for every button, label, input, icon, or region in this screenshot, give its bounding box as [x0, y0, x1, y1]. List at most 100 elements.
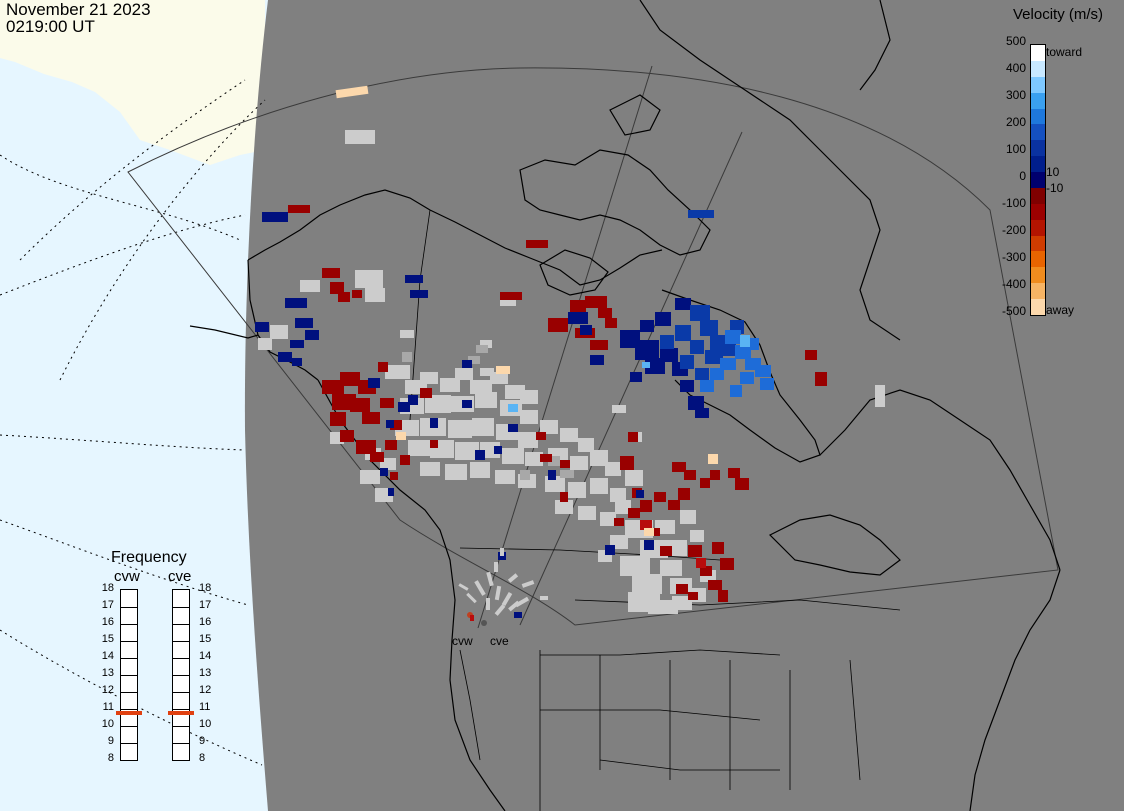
velocity-scale-title: Velocity (m/s): [1013, 6, 1104, 23]
scatter-cell: [360, 470, 380, 484]
velocity-color-step: [1031, 60, 1045, 78]
scatter-cell: [700, 478, 710, 488]
scatter-cell: [684, 470, 696, 480]
scatter-cell: [278, 352, 292, 362]
scatter-cell: [620, 556, 650, 576]
scatter-cell: [675, 325, 691, 341]
scatter-cell: [476, 345, 488, 353]
scatter-cell: [628, 432, 638, 442]
scatter-cell: [507, 573, 519, 583]
frequency-scale-label: 13: [199, 667, 212, 679]
frequency-gridline: [121, 743, 137, 744]
scatter-cell: [352, 290, 362, 298]
scatter-cell: [500, 548, 504, 556]
scatter-cell: [560, 460, 570, 468]
scatter-cell: [396, 432, 406, 440]
scatter-cell: [368, 378, 380, 388]
coastlines: [189, 0, 1061, 811]
velocity-color-step: [1031, 251, 1045, 268]
scatter-cell: [380, 468, 388, 476]
scatter-cell: [875, 385, 885, 407]
frequency-bar: [120, 589, 138, 761]
scatter-cell: [628, 508, 640, 518]
scatter-cell: [688, 396, 704, 410]
radar-site-cve: [481, 620, 487, 626]
scatter-cell: [605, 318, 617, 328]
velocity-color-step: [1031, 108, 1045, 125]
frequency-gridline: [173, 658, 189, 659]
scatter-cell: [270, 325, 288, 339]
velocity-color-step: [1031, 235, 1045, 252]
velocity-tick-label: 400: [1005, 61, 1026, 75]
scatter-cell: [520, 470, 530, 480]
scatter-cell: [400, 330, 414, 338]
scatter-cell: [610, 488, 626, 502]
frequency-scale-label: 12: [199, 684, 212, 696]
velocity-tick-label: -300: [1001, 250, 1026, 264]
scatter-cell: [660, 335, 674, 349]
velocity-tick-label: 300: [1005, 88, 1026, 102]
frequency-gridline: [121, 709, 137, 710]
scatter-cell: [255, 322, 269, 332]
velocity-color-step: [1031, 92, 1045, 110]
scatter-cell: [474, 580, 486, 596]
velocity-tick-label: 200: [1005, 115, 1026, 129]
scatter-cell: [525, 452, 543, 466]
scatter-cell: [640, 500, 652, 512]
scatter-cell: [708, 454, 718, 464]
velocity-inner-negative-label: -10: [1046, 181, 1064, 195]
frequency-scale-label: 9: [199, 735, 206, 747]
frequency-gridline: [121, 692, 137, 693]
scatter-cell: [335, 85, 369, 99]
scatter-cell: [408, 440, 430, 456]
velocity-tick-label: -500: [1001, 304, 1026, 318]
scatter-cell: [560, 428, 578, 442]
scatter-cell: [425, 395, 451, 413]
scatter-cell: [696, 558, 706, 568]
scatter-cell: [470, 380, 492, 394]
scatter-cell: [590, 450, 608, 466]
scatter-cell: [470, 462, 490, 478]
velocity-color-step: [1031, 299, 1045, 315]
frequency-gridline: [173, 641, 189, 642]
scatter-cell: [390, 472, 398, 480]
velocity-tick-label: -200: [1001, 223, 1026, 237]
velocity-color-step: [1031, 172, 1045, 189]
scatter-cell: [720, 342, 736, 356]
scatter-cell: [410, 290, 428, 298]
frequency-gridline: [121, 607, 137, 608]
scatter-cell: [570, 300, 586, 312]
scatter-cell: [370, 452, 384, 462]
scatter-cell: [612, 405, 626, 413]
scatter-cell: [675, 298, 691, 310]
velocity-color-step: [1031, 45, 1045, 62]
scatter-cell: [520, 410, 538, 424]
scatter-cell: [690, 305, 710, 321]
scatter-cell: [521, 580, 535, 588]
scatter-cell: [508, 404, 518, 412]
scatter-cell: [720, 558, 734, 570]
scatter-cell: [420, 388, 432, 398]
scatter-cell: [625, 470, 643, 486]
scatter-cell: [680, 510, 696, 524]
scatter-cell: [560, 492, 568, 502]
scatter-cell: [735, 478, 749, 490]
velocity-color-step: [1031, 76, 1045, 94]
scatter-cell: [718, 590, 728, 602]
frequency-scale-label: 12: [101, 684, 114, 696]
scatter-cell: [514, 612, 522, 618]
velocity-tick-label: 0: [1019, 169, 1026, 183]
scatter-cell: [355, 270, 383, 288]
scatter-cell: [475, 450, 485, 460]
scatter-cell: [365, 288, 385, 302]
scatter-cell: [712, 542, 724, 554]
frequency-marker-cvw: [116, 711, 142, 715]
scatter-cell: [480, 340, 492, 348]
scatter-cell: [632, 574, 662, 594]
scatter-cell: [570, 456, 588, 470]
frequency-panel: Frequency cvw cve 18 18 17 17 16 16 15 15 14 14 13…: [88, 546, 228, 776]
scatter-cell: [590, 478, 608, 494]
frequency-radar-name-cve: cve: [168, 568, 192, 585]
scatter-cell: [536, 432, 546, 440]
time-label: 0219:00 UT: [6, 17, 95, 36]
